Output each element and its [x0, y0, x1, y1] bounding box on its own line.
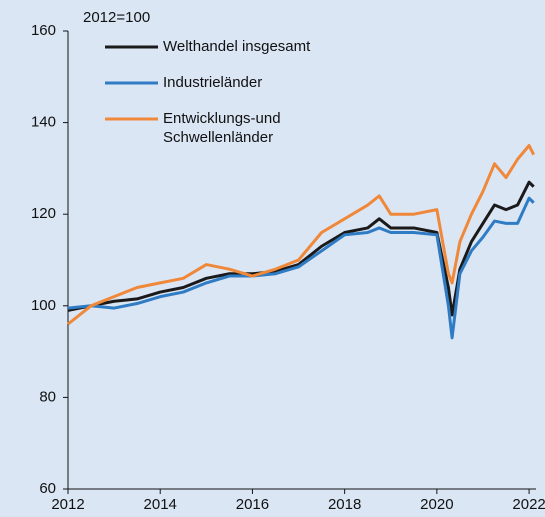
- series-line: [67, 180, 535, 317]
- y-tick-label: 80: [39, 388, 56, 405]
- legend-label: Welthandel insgesamt: [163, 38, 311, 55]
- y-tick-label: 100: [31, 297, 56, 314]
- series-line: [67, 196, 535, 340]
- x-tick-label: 2016: [236, 496, 269, 513]
- x-tick-label: 2014: [144, 496, 177, 513]
- y-tick-label: 160: [31, 22, 56, 39]
- series-line: [67, 144, 536, 326]
- y-tick-label: 120: [31, 205, 56, 222]
- y-tick-label: 140: [31, 114, 56, 131]
- legend-label: Entwicklungs-und Schwellenländer: [163, 110, 281, 146]
- legend-label: Industrieländer: [163, 74, 263, 91]
- x-tick-label: 2012: [51, 496, 84, 513]
- x-tick-label: 2022: [512, 496, 545, 513]
- annotation: 2012=100: [83, 9, 150, 26]
- x-tick-label: 2018: [328, 496, 361, 513]
- y-tick-label: 60: [39, 480, 56, 497]
- x-tick-label: 2020: [420, 496, 453, 513]
